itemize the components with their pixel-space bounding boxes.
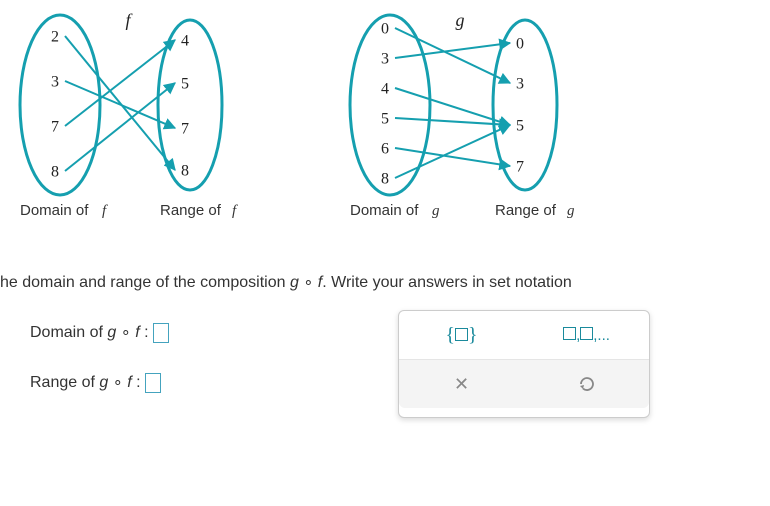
svg-text:6: 6 [381,141,389,158]
svg-text:0: 0 [516,36,524,53]
svg-text:5: 5 [516,118,524,135]
undo-icon [577,374,597,394]
svg-text:f: f [102,203,108,219]
range-label: Range of g ∘ f : [30,374,145,391]
svg-text:Range of: Range of [160,202,228,219]
svg-text:4: 4 [181,33,189,50]
clear-button[interactable]: ✕ [437,366,487,402]
svg-text:2: 2 [51,29,59,46]
svg-text:0: 0 [381,21,389,38]
svg-text:g: g [432,203,440,219]
svg-text:Domain of: Domain of [20,202,96,219]
range-input[interactable] [145,373,161,393]
domain-answer-row: Domain of g ∘ f : [30,322,169,343]
svg-text:5: 5 [181,76,189,93]
list-icon: ,,... [563,327,610,344]
svg-text:8: 8 [51,164,59,181]
list-button[interactable]: ,,... [562,317,612,353]
range-answer-row: Range of g ∘ f : [30,372,161,393]
math-toolbox: {} ,,... ✕ [398,310,650,418]
svg-text:8: 8 [381,171,389,188]
close-icon: ✕ [454,374,469,395]
set-brackets-button[interactable]: {} [437,317,487,353]
domain-input[interactable] [153,323,169,343]
svg-text:7: 7 [181,121,189,138]
svg-text:7: 7 [51,119,59,136]
toolbox-row-bottom: ✕ [399,359,649,408]
toolbox-row-top: {} ,,... [399,311,649,359]
svg-text:8: 8 [181,163,189,180]
svg-text:4: 4 [381,81,389,98]
question-text: he domain and range of the composition g… [0,272,572,292]
svg-text:f: f [232,203,238,219]
svg-text:g: g [567,203,575,219]
svg-text:Domain of: Domain of [350,202,426,219]
svg-text:g: g [456,10,465,30]
svg-text:f: f [125,10,133,30]
set-brackets-icon: {} [445,324,477,347]
svg-text:7: 7 [516,159,524,176]
mapping-diagrams: f23784578Domain of fRange of fg034568035… [0,0,770,230]
svg-text:5: 5 [381,111,389,128]
svg-text:3: 3 [381,51,389,68]
svg-text:Range of: Range of [495,202,563,219]
undo-button[interactable] [562,366,612,402]
svg-text:3: 3 [516,76,524,93]
domain-label: Domain of g ∘ f : [30,324,153,341]
svg-text:3: 3 [51,74,59,91]
